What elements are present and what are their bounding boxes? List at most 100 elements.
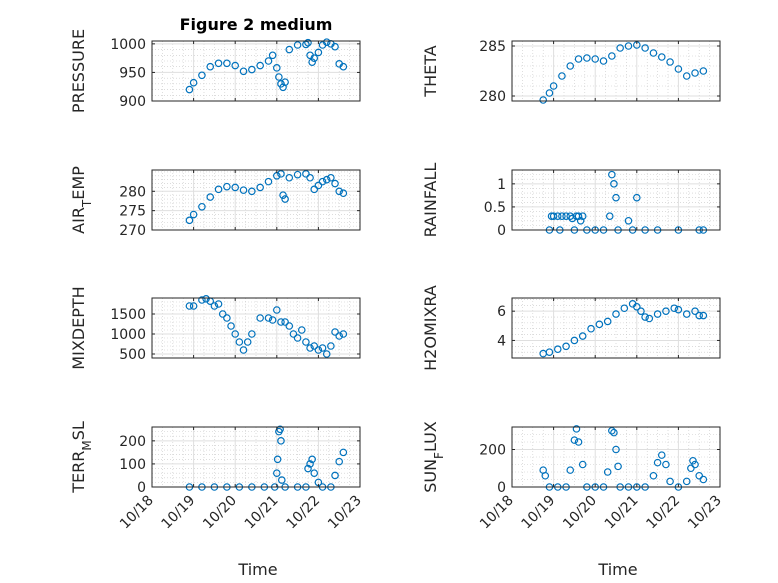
data-point — [689, 456, 697, 465]
y-tick-label: 1000 — [110, 37, 146, 53]
data-point — [620, 304, 629, 313]
data-point — [339, 448, 348, 457]
data-point — [281, 78, 289, 86]
data-point — [549, 82, 558, 90]
data-point — [235, 338, 244, 346]
data-point — [214, 185, 223, 194]
data-point — [570, 436, 579, 444]
y-tick-label: 1500 — [110, 307, 146, 323]
data-point — [223, 59, 231, 68]
data-point — [239, 186, 248, 194]
data-point — [566, 466, 575, 474]
data-point — [198, 202, 206, 211]
data-point — [264, 57, 273, 65]
data-point — [272, 469, 281, 477]
data-point — [545, 89, 554, 97]
data-point — [682, 310, 691, 318]
data-point — [231, 61, 240, 70]
data-point — [310, 54, 319, 62]
data-point — [637, 307, 645, 315]
data-point — [574, 212, 583, 220]
data-point — [248, 330, 256, 338]
data-point — [281, 318, 289, 326]
y-tick-label: 200 — [479, 443, 506, 459]
data-point — [327, 173, 335, 182]
data-point — [248, 187, 256, 196]
data-point — [310, 185, 319, 194]
data-point — [227, 322, 235, 330]
data-point — [308, 455, 316, 464]
y-axis-label: SUNFLUX — [421, 421, 446, 493]
data-point — [272, 64, 281, 72]
data-point — [318, 177, 327, 186]
data-point — [297, 326, 306, 334]
data-point — [599, 57, 608, 65]
y-axis-label: MIXDEPTH — [69, 286, 88, 369]
y-tick-label: 285 — [479, 39, 506, 55]
data-point — [231, 183, 240, 192]
data-point — [632, 302, 641, 311]
data-point — [331, 179, 339, 188]
data-point — [218, 310, 227, 318]
y-tick-label: 1 — [497, 177, 506, 193]
subplot-5: 500 1000 1500 MIXDEPTH — [69, 286, 361, 370]
data-point — [691, 69, 699, 77]
x-tick-label: 10/21 — [602, 493, 642, 533]
y-tick-label: 280 — [479, 89, 506, 105]
data-point — [277, 170, 285, 178]
data-point — [277, 476, 286, 484]
data-point — [691, 307, 699, 315]
data-point — [214, 300, 223, 308]
data-point — [268, 316, 277, 324]
subplot-3: 270 275 280 AIRTEMP — [69, 166, 361, 239]
subplot-6: 4 6 H2OMIXRA — [421, 285, 721, 371]
data-point — [189, 302, 198, 310]
y-tick-label: 100 — [119, 457, 146, 473]
data-point — [308, 58, 316, 66]
data-point — [264, 314, 273, 322]
data-point — [624, 42, 633, 50]
x-tick-label: 10/19 — [159, 493, 199, 533]
y-tick-label: 500 — [119, 347, 146, 363]
data-point — [653, 458, 662, 467]
x-tick-label: 10/20 — [560, 493, 600, 533]
data-point — [641, 44, 649, 52]
data-point — [322, 350, 331, 358]
data-point — [239, 346, 248, 354]
data-point — [558, 72, 566, 80]
data-point — [657, 451, 666, 459]
data-point — [256, 314, 264, 322]
y-tick-label: 0 — [497, 480, 506, 496]
data-point — [562, 342, 570, 351]
data-point — [318, 344, 327, 352]
x-tick-label: 10/21 — [242, 493, 282, 533]
y-axis-label: H2OMIXRA — [421, 285, 440, 371]
data-point — [574, 438, 583, 446]
data-point — [314, 48, 323, 57]
data-point — [293, 41, 302, 49]
chart-title: Figure 2 medium — [180, 15, 333, 34]
data-point — [327, 342, 335, 350]
subplot-4: 0 0.5 1 RAINFALL — [421, 163, 721, 239]
data-point — [302, 170, 310, 178]
x-axis-label: Time — [237, 560, 277, 579]
axes-frame — [511, 426, 721, 488]
data-point — [653, 310, 662, 318]
data-point — [223, 182, 231, 191]
data-point — [322, 38, 331, 46]
data-point — [641, 313, 649, 321]
axes-frame — [151, 169, 361, 231]
data-point — [277, 318, 285, 326]
data-point — [657, 53, 666, 61]
data-point — [649, 471, 658, 480]
x-tick-label: 10/23 — [325, 493, 365, 533]
y-tick-label: 0 — [137, 480, 146, 496]
data-point — [331, 328, 339, 336]
data-point — [578, 212, 587, 220]
data-point — [264, 177, 273, 186]
data-point — [612, 445, 620, 454]
data-point — [670, 304, 679, 313]
data-point — [624, 216, 633, 225]
data-point — [608, 426, 616, 435]
